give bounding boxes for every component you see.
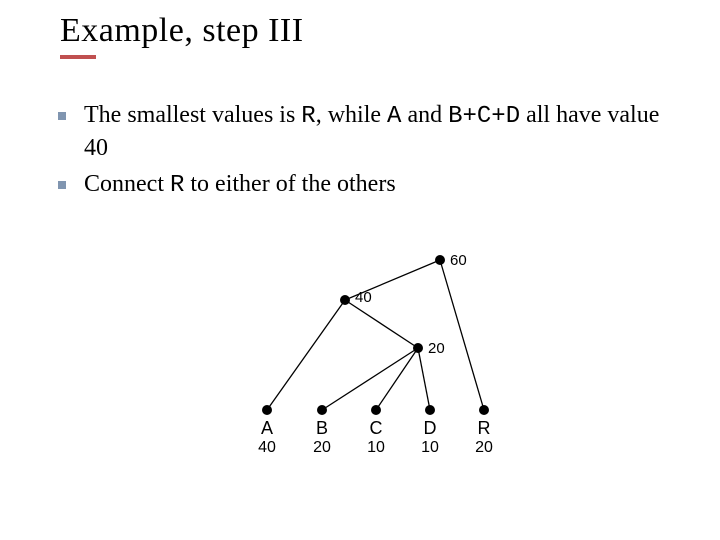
leaf-value: 10 [421,439,439,456]
tree-node [413,343,423,353]
tree-node [479,405,489,415]
tree-edge [345,300,418,348]
leaf-label: D [424,418,437,438]
node-value: 20 [428,340,445,357]
tree-edge [418,348,430,410]
leaf-value: 20 [313,439,331,456]
node-value: 40 [355,289,372,306]
tree-edge [440,260,484,410]
tree-node [262,405,272,415]
tree-node [425,405,435,415]
tree-edge [376,348,418,410]
leaf-value: 40 [258,439,276,456]
tree-node [340,295,350,305]
tree-node [371,405,381,415]
leaf-label: C [370,418,383,438]
leaf-label: B [316,418,328,438]
leaf-value: 10 [367,439,385,456]
tree-node [435,255,445,265]
tree-edge [322,348,418,410]
tree-diagram: 604020A40B20C10D10R20 [0,0,720,540]
leaf-value: 20 [475,439,493,456]
tree-edge [267,300,345,410]
node-value: 60 [450,252,467,269]
leaf-label: A [261,418,273,438]
leaf-label: R [478,418,491,438]
tree-node [317,405,327,415]
